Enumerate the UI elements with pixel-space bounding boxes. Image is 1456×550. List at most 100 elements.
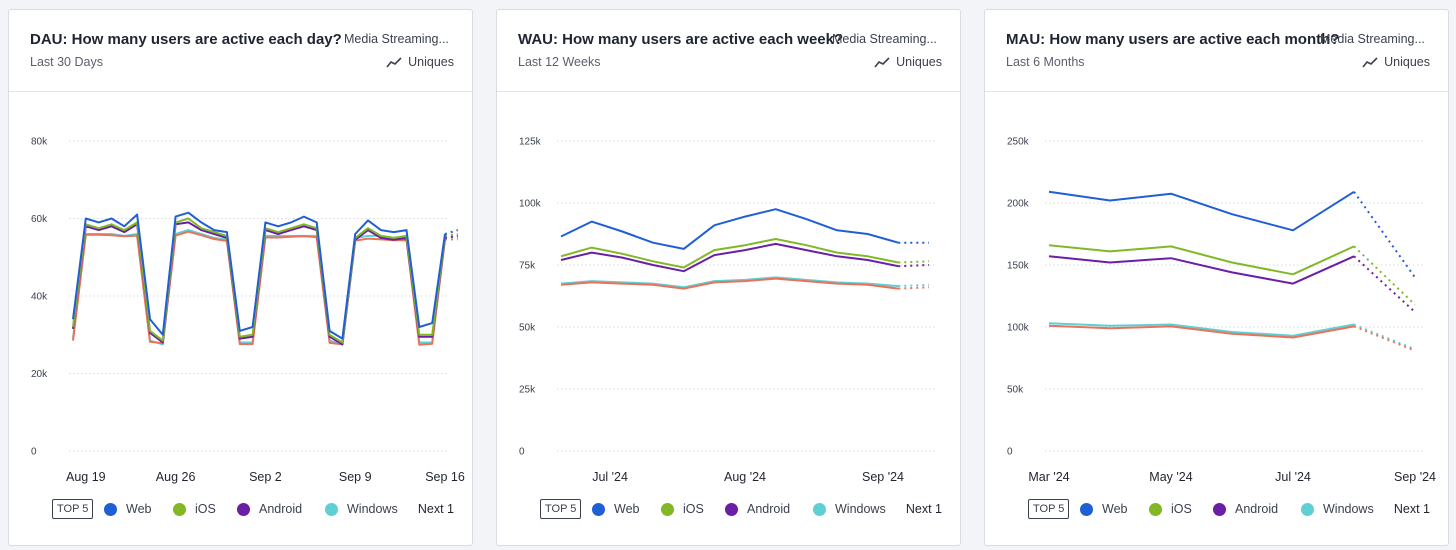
legend-item-windows[interactable]: Windows (325, 499, 398, 519)
legend-item-windows[interactable]: Windows (813, 499, 886, 519)
x-tick-label: Sep 9 (339, 470, 372, 484)
y-tick-label: 80k (31, 137, 48, 148)
android-color-dot (725, 502, 738, 516)
y-tick-label: 100k (519, 199, 542, 210)
card-header: WAU: How many users are active each week… (497, 10, 960, 92)
legend-label: iOS (683, 502, 704, 516)
legend-item-android[interactable]: Android (725, 499, 790, 519)
y-tick-label: 50k (519, 323, 536, 334)
chart-title[interactable]: DAU: How many users are active each day? (30, 31, 342, 48)
x-tick-label: Jul '24 (1275, 470, 1311, 484)
y-tick-label: 0 (31, 447, 37, 458)
ios-color-dot (173, 502, 186, 516)
top5-selector[interactable]: TOP 5 (540, 499, 582, 519)
legend-next-button[interactable]: Next 1 (1393, 502, 1430, 516)
y-tick-label: 0 (1007, 447, 1013, 458)
web-color-dot (104, 502, 117, 516)
line-chart-icon (1362, 56, 1378, 67)
chart-card-mau[interactable]: MAU: How many users are active each mont… (984, 9, 1449, 546)
x-tick-label: Sep 2 (249, 470, 282, 484)
y-tick-label: 200k (1007, 199, 1030, 210)
legend-label: Android (1235, 502, 1279, 516)
y-tick-label: 60k (31, 214, 48, 225)
chart-title[interactable]: MAU: How many users are active each mont… (1006, 31, 1340, 48)
metric-selector[interactable]: Uniques (386, 55, 454, 69)
y-tick-label: 40k (31, 292, 48, 303)
legend-item-ios[interactable]: iOS (1149, 499, 1192, 519)
metric-label: Uniques (408, 55, 454, 69)
legend-label: Web (614, 502, 640, 516)
x-tick-label: Aug 19 (66, 470, 106, 484)
series-line-windows[interactable] (560, 276, 899, 289)
y-tick-label: 150k (1007, 261, 1030, 272)
top5-selector[interactable]: TOP 5 (1028, 499, 1070, 519)
legend-label: iOS (1171, 502, 1192, 516)
series-line-other[interactable] (1048, 324, 1355, 339)
x-tick-label: Aug '24 (724, 470, 766, 484)
metric-selector[interactable]: Uniques (1362, 55, 1430, 69)
y-tick-label: 75k (519, 261, 536, 272)
series-projection-other (1353, 325, 1416, 352)
legend-item-web[interactable]: Web (592, 499, 639, 519)
legend-label: Windows (835, 502, 886, 516)
series-line-web[interactable] (1048, 190, 1355, 232)
series-line-android[interactable] (560, 242, 899, 273)
legend-label: Web (1102, 502, 1128, 516)
legend-item-ios[interactable]: iOS (661, 499, 704, 519)
legend-item-web[interactable]: Web (1080, 499, 1127, 519)
project-name[interactable]: Media Streaming... (344, 32, 449, 46)
card-header: MAU: How many users are active each mont… (985, 10, 1448, 92)
series-line-web[interactable] (72, 211, 446, 340)
chart-card-wau[interactable]: WAU: How many users are active each week… (496, 9, 961, 546)
series-line-ios[interactable] (560, 238, 899, 269)
chart-card-dau[interactable]: DAU: How many users are active each day?… (8, 9, 473, 546)
series-line-windows[interactable] (1048, 322, 1355, 337)
series-projection-windows (1353, 323, 1416, 351)
project-name[interactable]: Media Streaming... (832, 32, 937, 46)
legend-label: Windows (347, 502, 398, 516)
project-name[interactable]: Media Streaming... (1320, 32, 1425, 46)
y-tick-label: 0 (519, 447, 525, 458)
legend-item-ios[interactable]: iOS (173, 499, 216, 519)
series-line-other[interactable] (560, 277, 899, 290)
series-line-ios[interactable] (1048, 244, 1355, 276)
legend-label: Android (747, 502, 791, 516)
y-tick-label: 250k (1007, 137, 1030, 148)
series-line-android[interactable] (1048, 255, 1355, 285)
line-chart-icon (386, 56, 402, 67)
web-color-dot (1080, 502, 1093, 516)
y-tick-label: 100k (1007, 323, 1030, 334)
series-projection-android (444, 234, 458, 239)
series-projection-android (1353, 255, 1416, 313)
series-projection-windows (898, 283, 930, 288)
top5-selector[interactable]: TOP 5 (52, 499, 94, 519)
windows-color-dot (325, 502, 338, 516)
windows-color-dot (1301, 502, 1314, 516)
ios-color-dot (661, 502, 674, 516)
series-projection-ios (898, 260, 930, 264)
legend-label: iOS (195, 502, 216, 516)
legend-item-android[interactable]: Android (1213, 499, 1278, 519)
dau-line-chart[interactable]: 0 20k 40k 60k 80k Aug 19 Aug 26 Sep 2 Sep 9 Sep 1… (9, 93, 473, 493)
x-tick-label: Sep '24 (1394, 470, 1436, 484)
series-projection-web (444, 229, 459, 235)
metric-selector[interactable]: Uniques (874, 55, 942, 69)
chart-legend: TOP 5 Web iOS Android Windows Next 1 (985, 499, 1448, 519)
legend-item-windows[interactable]: Windows (1301, 499, 1374, 519)
legend-item-web[interactable]: Web (104, 499, 151, 519)
x-tick-label: Jul '24 (592, 470, 628, 484)
wau-line-chart[interactable]: 0 25k 50k 75k 100k 125k Jul '24 Aug '24 Sep '24 (497, 93, 961, 493)
x-tick-label: Sep '24 (862, 470, 904, 484)
mau-line-chart[interactable]: 0 50k 100k 150k 200k 250k Mar '24 May '24 Jul '2… (985, 93, 1449, 493)
series-line-web[interactable] (560, 208, 899, 250)
x-tick-label: Aug 26 (156, 470, 196, 484)
web-color-dot (592, 502, 605, 516)
chart-date-range: Last 6 Months (1006, 55, 1085, 69)
legend-next-button[interactable]: Next 1 (417, 502, 454, 516)
legend-label: Web (126, 502, 152, 516)
legend-next-button[interactable]: Next 1 (905, 502, 942, 516)
legend-label: Android (259, 502, 303, 516)
chart-title[interactable]: WAU: How many users are active each week… (518, 31, 844, 48)
legend-item-android[interactable]: Android (237, 499, 302, 519)
chart-date-range: Last 12 Weeks (518, 55, 601, 69)
